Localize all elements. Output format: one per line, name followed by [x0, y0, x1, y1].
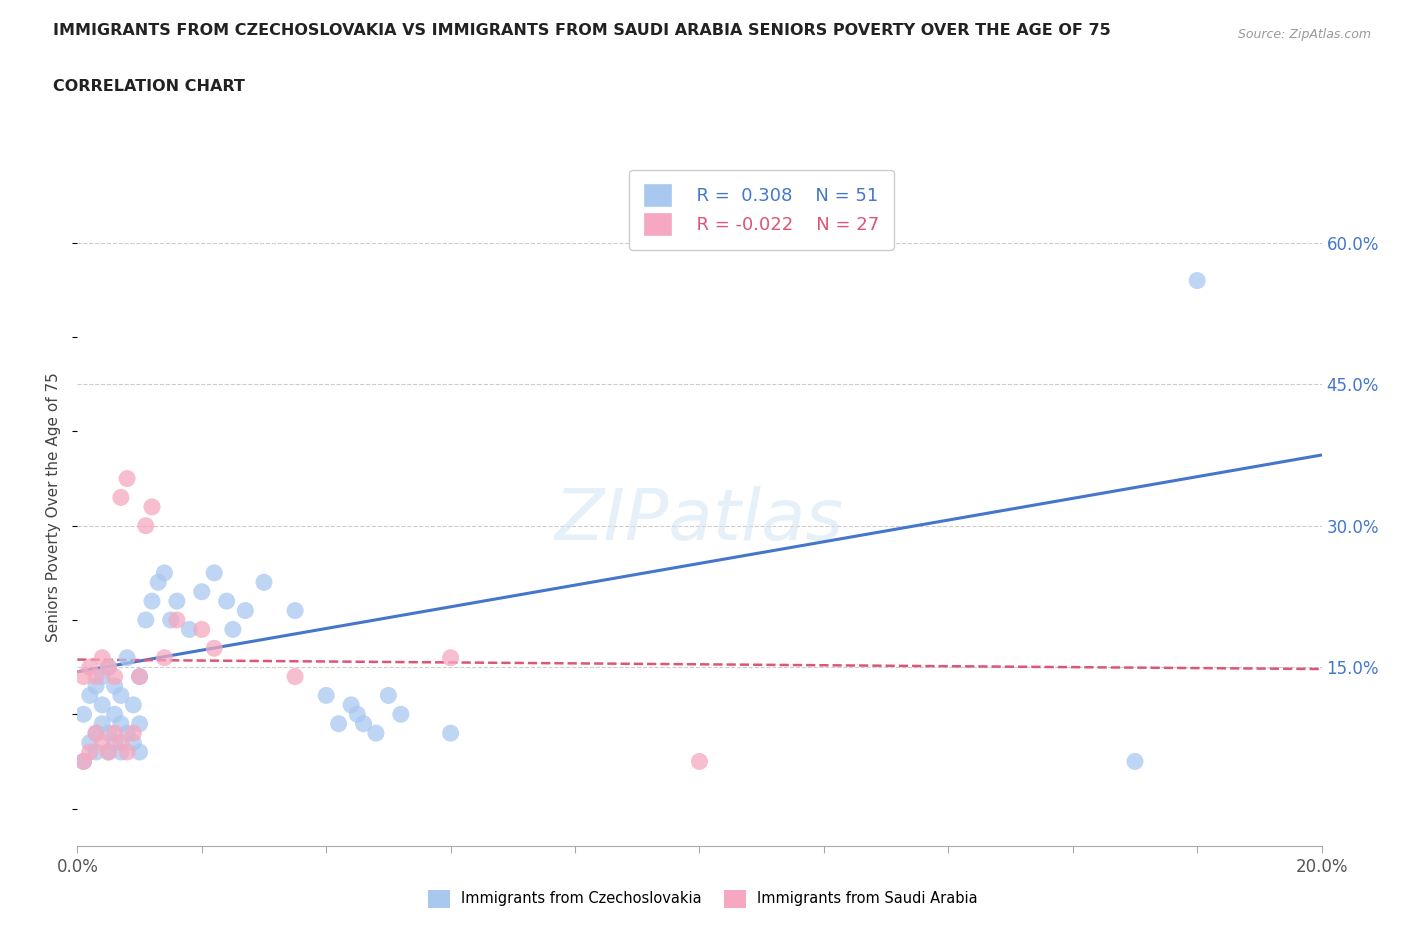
Point — [115, 472, 138, 486]
Point — [84, 725, 107, 740]
Text: CORRELATION CHART: CORRELATION CHART — [53, 79, 245, 94]
Text: IMMIGRANTS FROM CZECHOSLOVAKIA VS IMMIGRANTS FROM SAUDI ARABIA SENIORS POVERTY O: IMMIGRANTS FROM CZECHOSLOVAKIA VS IMMIGR… — [53, 23, 1111, 38]
Point — [110, 716, 132, 731]
Point — [97, 745, 120, 760]
Point — [202, 565, 225, 580]
Point — [84, 745, 107, 760]
Point — [153, 565, 176, 580]
Point — [72, 670, 94, 684]
Point — [141, 593, 163, 608]
Point — [191, 584, 214, 599]
Point — [128, 670, 150, 684]
Point — [122, 725, 145, 740]
Point — [353, 716, 375, 731]
Point — [104, 735, 127, 750]
Point — [141, 499, 163, 514]
Point — [110, 490, 132, 505]
Point — [128, 745, 150, 760]
Point — [97, 745, 120, 760]
Point — [122, 698, 145, 712]
Point — [153, 650, 176, 665]
Point — [91, 716, 114, 731]
Point — [104, 707, 127, 722]
Point — [191, 622, 214, 637]
Point — [389, 707, 412, 722]
Point — [110, 688, 132, 703]
Point — [364, 725, 387, 740]
Point — [440, 725, 463, 740]
Point — [135, 518, 157, 533]
Point — [110, 745, 132, 760]
Point — [233, 604, 256, 618]
Point — [166, 593, 188, 608]
Point — [148, 575, 170, 590]
Point — [689, 754, 711, 769]
Point — [79, 688, 101, 703]
Point — [91, 650, 114, 665]
Point — [115, 745, 138, 760]
Point — [340, 698, 363, 712]
Point — [97, 659, 120, 674]
Point — [222, 622, 245, 637]
Point — [284, 670, 307, 684]
Point — [104, 670, 127, 684]
Point — [104, 725, 127, 740]
Point — [97, 659, 120, 674]
Point — [159, 613, 181, 628]
Point — [110, 735, 132, 750]
Point — [284, 604, 307, 618]
Point — [128, 670, 150, 684]
Point — [115, 725, 138, 740]
Point — [91, 698, 114, 712]
Point — [91, 670, 114, 684]
Point — [328, 716, 350, 731]
Legend:   R =  0.308    N = 51,   R = -0.022    N = 27: R = 0.308 N = 51, R = -0.022 N = 27 — [630, 169, 894, 250]
Point — [166, 613, 188, 628]
Point — [104, 679, 127, 694]
Point — [346, 707, 368, 722]
Point — [1123, 754, 1146, 769]
Point — [91, 735, 114, 750]
Point — [179, 622, 201, 637]
Point — [97, 725, 120, 740]
Point — [215, 593, 238, 608]
Point — [84, 670, 107, 684]
Point — [128, 716, 150, 731]
Point — [440, 650, 463, 665]
Legend: Immigrants from Czechoslovakia, Immigrants from Saudi Arabia: Immigrants from Czechoslovakia, Immigran… — [422, 884, 984, 913]
Text: Source: ZipAtlas.com: Source: ZipAtlas.com — [1237, 28, 1371, 41]
Point — [84, 725, 107, 740]
Point — [72, 754, 94, 769]
Y-axis label: Seniors Poverty Over the Age of 75: Seniors Poverty Over the Age of 75 — [46, 372, 62, 642]
Text: ZIPatlas: ZIPatlas — [555, 486, 844, 555]
Point — [377, 688, 399, 703]
Point — [253, 575, 276, 590]
Point — [79, 745, 101, 760]
Point — [135, 613, 157, 628]
Point — [79, 735, 101, 750]
Point — [202, 641, 225, 656]
Point — [315, 688, 337, 703]
Point — [84, 679, 107, 694]
Point — [115, 650, 138, 665]
Point — [72, 707, 94, 722]
Point — [1187, 273, 1209, 288]
Point — [122, 735, 145, 750]
Point — [79, 659, 101, 674]
Point — [72, 754, 94, 769]
